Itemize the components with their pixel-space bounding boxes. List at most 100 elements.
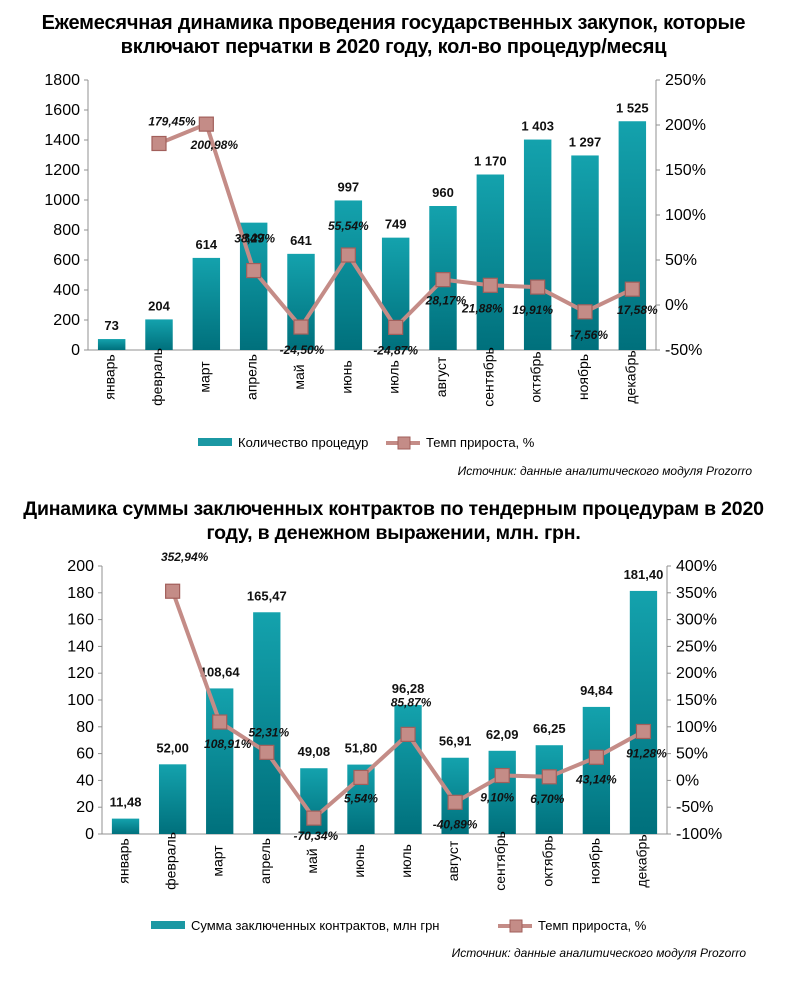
bottom-x-tick-label: июнь — [351, 844, 367, 877]
top-growth-marker — [624, 281, 640, 297]
top-x-tick-label: август — [433, 356, 449, 397]
bottom-right-tick-label: 350% — [676, 585, 717, 602]
top-x-tick-label: февраль — [149, 348, 165, 406]
top-growth-marker — [198, 116, 214, 132]
top-growth-label: 21,88% — [461, 301, 503, 315]
bottom-bar — [394, 704, 422, 834]
bottom-legend-line-marker — [509, 919, 523, 933]
bottom-left-tick-label: 200 — [67, 558, 94, 575]
bottom-left-tick-label: 20 — [76, 799, 94, 816]
bottom-left-tick-label: 0 — [85, 826, 94, 843]
top-left-tick-label: 0 — [71, 342, 80, 359]
top-bar-label: 997 — [337, 179, 359, 194]
bottom-growth-marker — [306, 810, 322, 826]
bottom-left-tick-label: 160 — [67, 612, 94, 629]
top-growth-label: 19,91% — [512, 303, 553, 317]
bottom-growth-marker — [541, 769, 557, 785]
top-growth-marker — [151, 135, 167, 152]
top-left-tick-label: 1800 — [44, 72, 80, 89]
top-bar-label: 204 — [148, 298, 170, 313]
top-x-tick-label: октябрь — [528, 351, 544, 402]
bottom-growth-label: 9,10% — [480, 791, 514, 805]
bottom-bar — [253, 612, 281, 834]
bottom-right-tick-label: 50% — [676, 746, 708, 763]
bottom-bar — [158, 764, 187, 834]
top-bar-label: 614 — [195, 237, 217, 252]
top-left-tick-label: 1600 — [44, 102, 80, 119]
top-x-tick-label: декабрь — [622, 350, 638, 403]
top-x-tick-label: июль — [386, 360, 402, 393]
bottom-bar-label: 52,00 — [156, 740, 189, 755]
bottom-chart: 0 20 40 60 80 100 120 140 160 180 200 -100% -50% 0% 50… — [67, 550, 747, 960]
bottom-bar-label: 108,64 — [200, 664, 241, 679]
top-x-tick-label: май — [291, 364, 307, 389]
top-bar — [571, 155, 599, 350]
bottom-bar — [111, 818, 140, 834]
bottom-bar — [488, 750, 516, 834]
bottom-growth-marker — [353, 769, 369, 786]
bottom-legend-bar-label: Сумма заключенных контрактов, млн грн — [191, 918, 439, 933]
top-growth-marker — [246, 262, 262, 279]
top-growth-label: 38,27% — [234, 232, 275, 246]
bottom-growth-label: 108,91% — [204, 737, 252, 751]
top-bar — [476, 174, 505, 350]
bottom-x-tick-label: август — [445, 840, 461, 881]
top-growth-label: 200,98% — [190, 138, 239, 152]
top-legend-line-label: Темп прироста, % — [426, 435, 535, 450]
top-bar-label: 1 170 — [474, 154, 507, 169]
bottom-right-tick-label: 100% — [676, 719, 717, 736]
bottom-growth-marker — [165, 583, 181, 599]
top-bar — [192, 257, 221, 350]
bottom-growth-marker — [447, 794, 463, 810]
top-left-tick-label: 800 — [53, 222, 80, 239]
top-chart: 0 200 400 600 800 1000 1200 1400 1600 1800 -50% 0% 5… — [44, 72, 752, 478]
top-growth-marker — [577, 304, 593, 320]
top-growth-label: -7,56% — [570, 328, 608, 342]
bottom-right-tick-label: -100% — [676, 826, 722, 843]
bottom-x-tick-label: февраль — [163, 832, 179, 890]
top-growth-marker — [435, 272, 451, 288]
top-growth-marker — [388, 319, 404, 335]
bottom-growth-label: 352,94% — [161, 550, 209, 564]
top-left-tick-label: 1400 — [44, 132, 80, 149]
bottom-growth-label: -70,34% — [294, 829, 339, 843]
bottom-x-tick-label: июль — [398, 844, 414, 877]
top-growth-label: 17,58% — [617, 303, 658, 317]
bottom-bar-label: 165,47 — [247, 588, 287, 603]
bottom-left-tick-label: 180 — [67, 585, 94, 602]
bottom-x-tick-label: октябрь — [539, 835, 555, 886]
top-bar-label: 960 — [432, 185, 454, 200]
top-bar — [334, 200, 363, 350]
bottom-bar — [629, 590, 658, 834]
bottom-right-tick-label: 300% — [676, 612, 717, 629]
bottom-bar-label: 96,28 — [392, 681, 425, 696]
bottom-source: Источник: данные аналитического модуля P… — [452, 946, 747, 960]
bottom-right-tick-label: 0% — [676, 772, 699, 789]
bottom-growth-label: 91,28% — [626, 746, 667, 760]
bottom-bar-label: 62,09 — [486, 727, 519, 742]
top-growth-label: 28,17% — [425, 294, 467, 308]
top-bar-label: 849 — [243, 231, 265, 246]
bottom-legend-bar-swatch — [151, 921, 185, 929]
bottom-right-tick-label: -50% — [676, 799, 713, 816]
bottom-bar — [206, 688, 234, 834]
top-legend-line-marker — [397, 436, 411, 450]
top-growth-label: 179,45% — [148, 114, 196, 128]
bottom-x-tick-label: сентябрь — [492, 831, 508, 891]
bottom-legend-line-label: Темп прироста, % — [538, 918, 647, 933]
bottom-left-tick-label: 60 — [76, 746, 94, 763]
top-left-tick-label: 200 — [53, 312, 80, 329]
bottom-left-tick-label: 140 — [67, 638, 94, 655]
top-chart-panel: Ежемесячная динамика проведения государс… — [0, 0, 787, 492]
top-bar — [287, 253, 315, 350]
top-growth-label: 55,54% — [328, 219, 369, 233]
top-growth-label: -24,87% — [373, 343, 418, 357]
bottom-growth-marker — [400, 726, 416, 742]
top-x-tick-label: сентябрь — [480, 347, 496, 407]
top-chart-title: Ежемесячная динамика проведения государс… — [41, 12, 746, 58]
top-legend-bar-swatch — [198, 438, 232, 446]
bottom-left-tick-label: 100 — [67, 692, 94, 709]
top-right-tick-label: 150% — [665, 162, 706, 179]
top-left-tick-label: 1000 — [44, 192, 80, 209]
